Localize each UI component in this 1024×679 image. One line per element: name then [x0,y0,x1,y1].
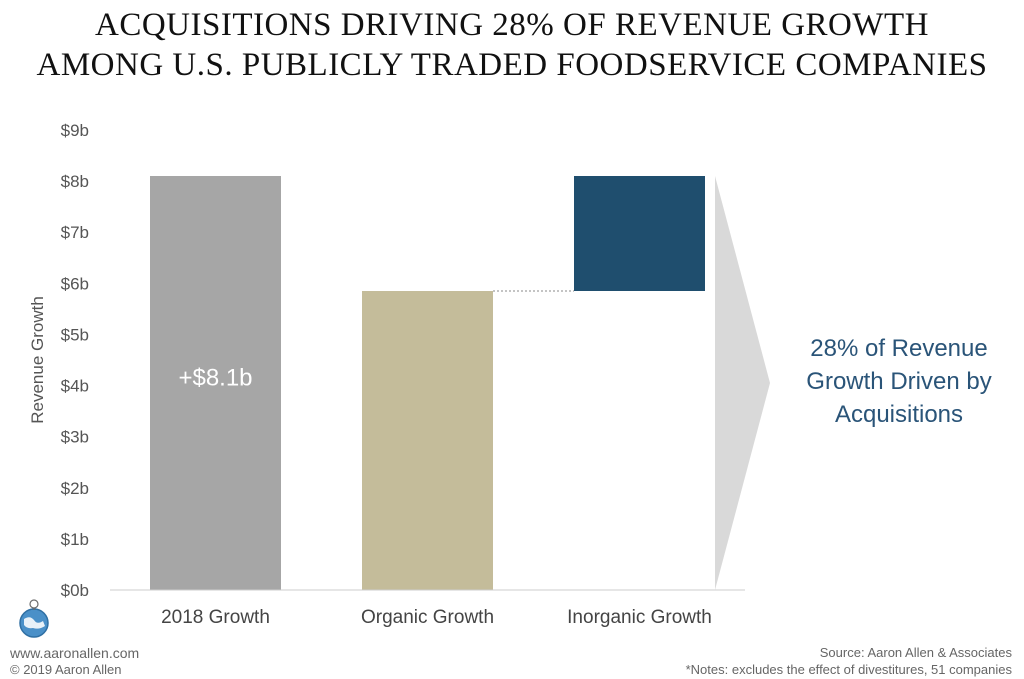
y-tick-label: $4b [61,377,89,396]
y-tick-label: $5b [61,325,89,344]
callout-text: 28% of Revenue Growth Driven by Acquisit… [806,335,992,428]
y-axis-label: Revenue Growth [28,296,47,424]
y-tick-label: $3b [61,428,89,447]
footer-notes: *Notes: excludes the effect of divestitu… [685,662,1012,677]
y-tick-label: $7b [61,223,89,242]
y-tick-label: $2b [61,479,89,498]
x-axis-categories: 2018 Growth Organic Growth Inorganic Growt… [161,607,712,628]
x-category-label: Inorganic Growth [567,607,712,628]
callout-arrow-shape [715,176,770,590]
footer-website: www.aaronallen.com [10,645,140,661]
y-axis-ticks: $0b $1b $2b $3b $4b $5b $6b $7b $8b $9b [61,121,89,600]
x-category-label: Organic Growth [361,607,494,628]
globe-logo-icon [19,599,49,638]
footer-source: Source: Aaron Allen & Associates [819,645,1012,660]
y-tick-label: $1b [61,530,89,549]
y-tick-label: $9b [61,121,89,140]
x-category-label: 2018 Growth [161,607,270,628]
y-tick-label: $0b [61,581,89,600]
chart-title-line2: AMONG U.S. PUBLICLY TRADED FOODSERVICE C… [36,47,988,83]
y-tick-label: $8b [61,172,89,191]
bar-2018-growth [150,176,281,590]
bars [150,176,705,590]
chart-title-line1: ACQUISITIONS DRIVING 28% OF REVENUE GROW… [94,7,930,43]
footer-copyright: © 2019 Aaron Allen [10,662,122,677]
total-bar-value-label: +$8.1b [178,365,252,392]
bar-inorganic-growth [574,176,705,291]
bar-organic-growth [362,291,493,590]
y-tick-label: $6b [61,274,89,293]
